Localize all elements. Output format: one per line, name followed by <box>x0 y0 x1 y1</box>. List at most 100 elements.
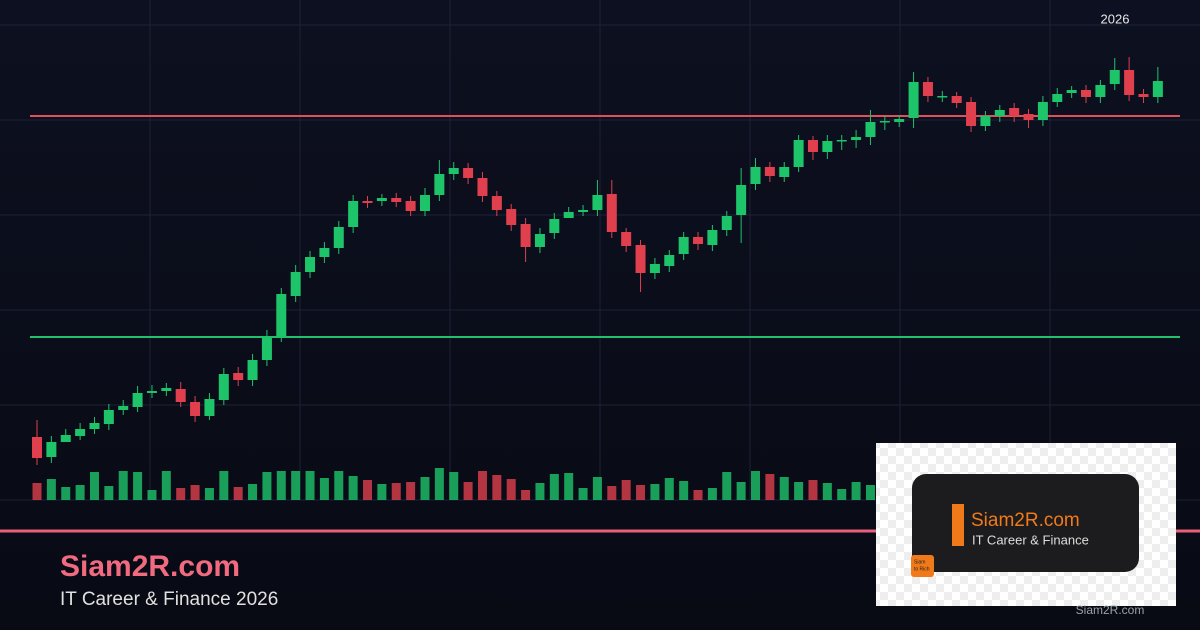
candle-body <box>175 389 186 402</box>
candle-body <box>807 140 818 152</box>
candle-body <box>994 110 1005 116</box>
volume-bar <box>521 490 531 500</box>
grid <box>0 0 1200 501</box>
volume-bar <box>176 488 186 500</box>
candle-body <box>764 167 775 176</box>
candle-body <box>132 393 143 407</box>
candle-body <box>463 168 474 178</box>
candle-body <box>750 167 761 184</box>
logo-tagline: IT Career & Finance <box>972 532 1089 547</box>
volume-bar <box>161 471 171 500</box>
volume-bar <box>578 488 588 500</box>
candle-body <box>520 224 531 247</box>
logo-card <box>912 474 1139 572</box>
volume-bar <box>89 472 99 500</box>
candle-body <box>1066 90 1077 93</box>
candle-body <box>89 423 100 429</box>
volume-bar <box>75 485 85 500</box>
candle-body <box>333 227 344 248</box>
candle-body <box>305 257 316 272</box>
volume-bar <box>334 471 344 500</box>
volume-bar <box>420 477 430 500</box>
volume-bar <box>592 477 602 500</box>
volume-bar <box>822 483 832 500</box>
volume-bar <box>406 482 416 500</box>
candle-body <box>190 402 201 416</box>
volume-bar <box>104 486 114 500</box>
candle-body <box>75 429 86 436</box>
volume-bar <box>434 468 444 500</box>
candle-body <box>563 212 574 218</box>
volume-bar <box>751 471 760 500</box>
candle-body <box>879 121 890 123</box>
candle-body <box>103 410 114 424</box>
candle-body <box>1081 90 1092 97</box>
badge-line: to Rich <box>914 566 930 572</box>
candle-body <box>894 119 905 122</box>
candle-body <box>276 294 287 336</box>
volume-bar <box>391 483 401 500</box>
volume-bar <box>61 487 71 500</box>
logo-name: Siam2R.com <box>971 510 1080 531</box>
candle-body <box>204 399 215 416</box>
candle-body <box>664 255 675 266</box>
candle-body <box>247 360 258 380</box>
volume-bar <box>276 471 286 500</box>
candle-body <box>146 391 157 393</box>
candle-body <box>46 442 57 457</box>
volume-bar <box>808 480 818 500</box>
candle-body <box>1052 94 1063 102</box>
candle-body <box>118 406 129 410</box>
candle-body <box>491 196 502 210</box>
candle-body <box>1037 102 1048 120</box>
volume-bar <box>305 471 315 500</box>
candle-body <box>592 195 603 210</box>
candle-body <box>362 201 373 203</box>
brand-subtitle: IT Career & Finance 2026 <box>60 589 278 610</box>
volume-bar <box>607 486 617 500</box>
candle-body <box>448 168 459 174</box>
volume-bar <box>319 478 329 500</box>
candle-body <box>779 167 790 177</box>
candle-body <box>1152 81 1163 97</box>
candle-body <box>161 388 172 391</box>
candle-body <box>578 210 589 212</box>
volume-bar <box>693 490 703 500</box>
candle-body <box>1009 108 1020 116</box>
volume-bar <box>621 480 631 500</box>
candle-body <box>822 141 833 152</box>
volume-bar <box>837 489 847 500</box>
volume-bar <box>722 472 732 500</box>
volume-bar <box>46 479 56 500</box>
volume-bar <box>477 471 487 500</box>
candle-body <box>1138 94 1149 97</box>
candle-body <box>549 219 560 233</box>
candle-body <box>376 198 387 201</box>
candle-body <box>1023 114 1034 120</box>
candle-body <box>218 374 229 400</box>
candle-body <box>707 230 718 245</box>
volume-bar <box>219 471 229 500</box>
volume-bar <box>650 484 660 500</box>
volume-bar <box>736 482 746 500</box>
volume-bar <box>248 484 258 500</box>
candle-body <box>937 96 948 98</box>
candle-body <box>261 337 272 360</box>
candle-body <box>865 122 876 137</box>
candle-body <box>290 272 301 296</box>
candle-body <box>1095 85 1106 97</box>
volume-bar <box>133 472 143 500</box>
volume-bar <box>377 484 387 500</box>
candle-body <box>621 232 632 246</box>
candle-body <box>736 185 747 215</box>
annotation: 2026 <box>1101 11 1130 26</box>
volume-bar <box>679 481 689 500</box>
volume-bar <box>535 483 545 500</box>
volume-bar <box>190 485 200 500</box>
candle-body <box>908 82 919 118</box>
candle-body <box>32 437 42 458</box>
candle-body <box>60 435 71 442</box>
candle-body <box>793 140 804 167</box>
candle-body <box>405 201 416 211</box>
candle-body <box>851 137 862 140</box>
